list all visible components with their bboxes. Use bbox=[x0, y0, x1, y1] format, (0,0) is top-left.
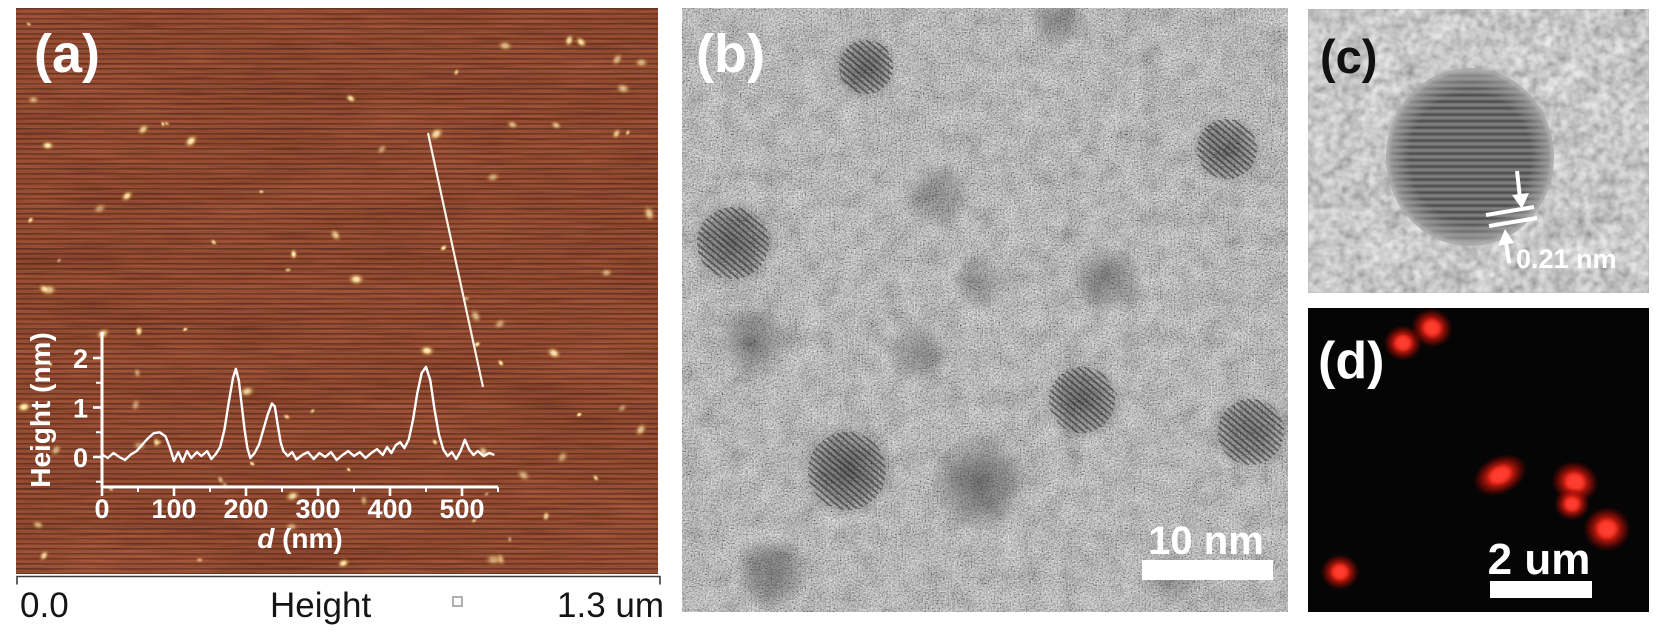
height-profile-inset-chart: 0 100 200 300 400 500 0 1 2 Height (nm) d (nm) bbox=[25, 332, 499, 554]
square-marker-icon bbox=[452, 596, 463, 607]
afm-image-canvas: 0 100 200 300 400 500 0 1 2 Height (nm) d (nm) (… bbox=[16, 8, 658, 574]
particle-edge-fade bbox=[1386, 68, 1554, 246]
panel-a-afm-image: 0 100 200 300 400 500 0 1 2 Height (nm) d (nm) (… bbox=[16, 8, 658, 574]
down-arrow-icon bbox=[1512, 170, 1529, 209]
tem-scale-bar-label: 10 nm bbox=[1148, 519, 1264, 563]
up-arrow-icon bbox=[1498, 229, 1514, 264]
svg-text:0: 0 bbox=[94, 494, 109, 524]
height-profile-curve bbox=[101, 365, 495, 464]
inset-x-axis-label: d (nm) bbox=[257, 523, 343, 554]
afm-width-ruler bbox=[16, 575, 661, 585]
svg-text:2: 2 bbox=[73, 344, 88, 374]
svg-text:400: 400 bbox=[367, 494, 412, 524]
lattice-spacing-annotation: 0.21 nm bbox=[1485, 170, 1617, 274]
svg-text:100: 100 bbox=[151, 494, 196, 524]
afm-channel-label: Height bbox=[270, 586, 372, 625]
panel-b-label: (b) bbox=[696, 24, 765, 84]
svg-text:300: 300 bbox=[295, 494, 340, 524]
inset-axis-ticks: 0 100 200 300 400 500 0 1 2 bbox=[73, 344, 499, 524]
svg-text:1: 1 bbox=[73, 394, 88, 424]
tem-nanoparticles bbox=[687, 8, 1288, 611]
afm-scale-end-value: 1.3 um bbox=[557, 586, 664, 625]
afm-caption-strip: 0.0 Height 1.3 um bbox=[16, 584, 664, 634]
svg-text:500: 500 bbox=[439, 494, 484, 524]
fluorescence-scale-bar-label: 2 um bbox=[1488, 535, 1591, 584]
panel-c-hrtem-image: 0.21 nm (c) bbox=[1308, 9, 1649, 293]
panel-c-label: (c) bbox=[1320, 30, 1377, 83]
afm-nanoparticle-specks bbox=[16, 21, 657, 569]
afm-scanline-texture bbox=[16, 8, 658, 574]
panel-a-label: (a) bbox=[34, 24, 100, 84]
fluorescent-spots bbox=[1320, 308, 1631, 590]
panel-d-fluorescence-image: (d) 2 um bbox=[1308, 308, 1649, 612]
svg-text:200: 200 bbox=[223, 494, 268, 524]
lattice-spacing-value: 0.21 nm bbox=[1516, 244, 1617, 274]
panel-d-label: (d) bbox=[1318, 332, 1384, 390]
tem-scale-bar bbox=[1142, 560, 1273, 580]
hrtem-image-canvas: 0.21 nm (c) bbox=[1308, 9, 1649, 293]
svg-text:0: 0 bbox=[73, 443, 88, 473]
fluorescence-background bbox=[1308, 308, 1649, 612]
fluorescence-image-canvas: (d) 2 um bbox=[1308, 308, 1649, 612]
tem-image-canvas: (b) 10 nm bbox=[682, 8, 1288, 612]
profile-section-line bbox=[426, 132, 485, 388]
panel-b-tem-image: (b) 10 nm bbox=[682, 8, 1288, 612]
afm-scale-start-value: 0.0 bbox=[20, 586, 69, 625]
inset-y-axis-label: Height (nm) bbox=[25, 332, 56, 488]
fluorescence-scale-bar bbox=[1490, 581, 1592, 598]
